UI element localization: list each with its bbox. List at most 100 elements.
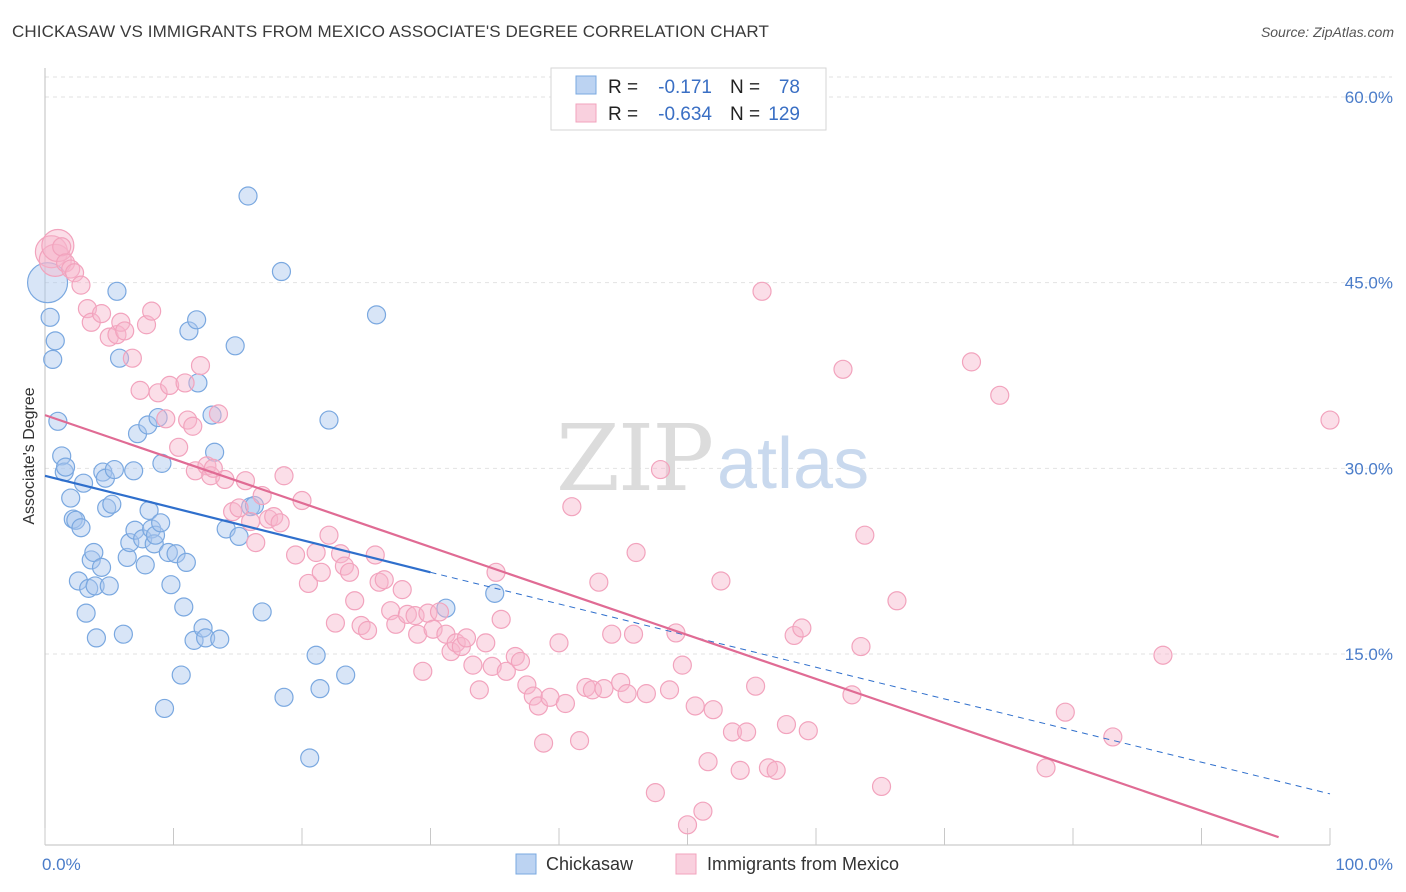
chickasaw-point <box>43 349 63 370</box>
bottom-legend-swatch-mexico <box>675 853 697 875</box>
chickasaw-point <box>145 525 166 545</box>
mexico-point <box>1153 645 1173 665</box>
watermark-atlas: atlas <box>717 424 869 504</box>
chickasaw-point <box>310 679 330 699</box>
mexico-point <box>851 636 871 657</box>
chickasaw-point <box>244 495 265 516</box>
mexico-point <box>730 760 750 780</box>
chickasaw-point <box>148 407 168 428</box>
mexico-point <box>549 633 569 653</box>
mexico-point <box>351 615 371 636</box>
mexico-point <box>178 410 198 430</box>
legend-swatch-chickasaw <box>575 75 597 95</box>
mexico-point <box>650 459 671 480</box>
mexico-point <box>617 684 637 704</box>
mexico-point <box>703 700 723 720</box>
mexico-point <box>1103 727 1123 747</box>
chickasaw-point <box>210 629 230 649</box>
bottom-legend-label-mexico: Immigrants from Mexico <box>707 854 899 874</box>
mexico-point <box>397 604 417 624</box>
mexico-point <box>611 672 631 693</box>
mexico-point <box>325 613 346 633</box>
mexico-point <box>510 651 531 672</box>
mexico-point <box>319 525 339 545</box>
mexico-points <box>34 228 1340 835</box>
mexico-point <box>369 572 389 592</box>
legend-r-value-1: -0.171 <box>658 77 712 98</box>
mexico-point <box>203 458 223 478</box>
chickasaw-point <box>171 665 191 685</box>
legend-r-label-2: R = <box>608 104 638 125</box>
chickasaw-point <box>61 488 81 508</box>
mexico-point <box>1036 758 1056 778</box>
y-tick-labels: 15.0% 30.0% 45.0% 60.0% <box>1345 88 1393 664</box>
chickasaw-point <box>71 518 91 538</box>
mexico-point <box>229 498 249 518</box>
mexico-point <box>160 375 180 396</box>
chickasaw-point <box>85 576 105 596</box>
y-tick-label: 30.0% <box>1345 459 1393 478</box>
mexico-point <box>533 733 554 753</box>
mexico-point <box>1055 702 1075 722</box>
mexico-point <box>413 661 433 681</box>
chickasaw-point <box>55 457 76 477</box>
chickasaw-point <box>271 261 292 282</box>
mexico-point <box>758 758 779 778</box>
mexico-point <box>142 301 162 321</box>
mexico-point <box>623 624 644 644</box>
mexico-point <box>517 675 537 695</box>
mexico-point <box>562 497 582 517</box>
mexico-point <box>130 380 150 400</box>
chart-source: Source: ZipAtlas.com <box>1260 24 1394 40</box>
mexico-point <box>175 373 195 393</box>
mexico-point <box>446 633 466 653</box>
mexico-point <box>345 591 365 611</box>
chickasaw-point <box>97 498 117 518</box>
mexico-point <box>456 628 477 648</box>
legend-box <box>550 67 827 131</box>
chickasaw-point <box>225 336 245 356</box>
chickasaw-point <box>113 624 133 644</box>
mexico-point <box>737 722 757 742</box>
legend-swatch-mexico <box>575 103 597 123</box>
mexico-point <box>523 686 543 706</box>
mexico-point <box>555 693 576 714</box>
legend-r-value-2: -0.634 <box>658 104 712 125</box>
mexico-point <box>961 352 982 372</box>
mexico-point <box>645 783 665 803</box>
y-tick-label: 60.0% <box>1345 88 1393 107</box>
mexico-point <box>148 383 168 403</box>
mexico-point <box>183 416 203 436</box>
mexico-point <box>34 235 69 269</box>
chickasaw-point <box>176 552 196 573</box>
mexico-point <box>776 714 797 735</box>
chickasaw-point <box>154 698 175 719</box>
bottom-legend-swatch-chickasaw <box>515 853 537 875</box>
chickasaw-point <box>86 628 107 648</box>
trend-lines <box>44 414 1331 839</box>
x-tick-label-min: 0.0% <box>42 855 81 874</box>
mexico-point <box>589 572 609 592</box>
mexico-point <box>408 624 428 644</box>
mexico-point <box>482 656 502 676</box>
mexico-point <box>274 466 294 486</box>
mexico-point <box>871 776 892 797</box>
mexico-point <box>855 525 875 545</box>
mexico-point <box>469 680 489 700</box>
mexico-point <box>208 404 229 424</box>
x-tick-marks <box>44 828 1331 845</box>
mexico-point <box>990 385 1010 405</box>
chickasaw-points <box>26 186 505 768</box>
chickasaw-point <box>151 513 171 533</box>
mexico-point <box>711 571 731 591</box>
x-tick-label-max: 100.0% <box>1335 855 1393 874</box>
chickasaw-point <box>91 557 112 577</box>
mexico-point <box>1320 410 1340 430</box>
legend-n-value-1: 78 <box>779 77 800 98</box>
mexico-point <box>71 275 91 295</box>
chickasaw-point <box>187 310 207 330</box>
mexico-point <box>298 573 319 594</box>
mexico-point <box>270 513 290 533</box>
mexico-point <box>693 801 713 821</box>
mexico-point <box>752 281 772 301</box>
